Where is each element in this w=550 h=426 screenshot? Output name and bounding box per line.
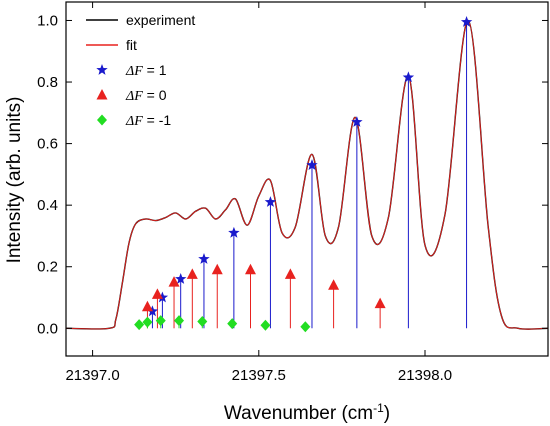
triangle-marker xyxy=(186,268,198,279)
triangle-marker xyxy=(284,268,296,279)
diamond-marker xyxy=(142,316,153,328)
triangle-marker xyxy=(211,263,223,275)
diamond-marker xyxy=(134,319,145,331)
legend-diamond-swatch xyxy=(97,114,107,126)
diamond-marker xyxy=(300,321,311,333)
stick-lines xyxy=(138,22,468,329)
x-tick-label: 21398.0 xyxy=(398,367,452,384)
diamond-marker xyxy=(174,315,185,327)
x-axis-label: Wavenumber (cm-1) xyxy=(224,401,390,424)
star-marker xyxy=(306,159,318,170)
star-marker xyxy=(264,196,277,207)
legend-label: ΔF = 0 xyxy=(125,87,167,104)
star-marker xyxy=(402,71,415,83)
transition-markers xyxy=(134,16,473,333)
legend-triangle-swatch xyxy=(96,89,108,100)
star-marker xyxy=(156,291,169,303)
star-marker xyxy=(228,226,240,238)
legend-label: ΔF = 1 xyxy=(125,62,167,79)
plot-frame xyxy=(65,1,549,357)
spectrum-curves xyxy=(65,19,549,330)
x-tick-label: 21397.5 xyxy=(232,367,286,384)
legend-label: ΔF = -1 xyxy=(125,112,171,129)
y-tick-label: 0.8 xyxy=(37,74,58,91)
triangle-marker xyxy=(141,300,153,312)
diamond-marker xyxy=(197,316,208,328)
axis-ticks: 21397.0 21397.5 21398.0 0.0 0.2 0.4 0.6 0.8 1.0 xyxy=(37,2,548,384)
y-tick-label: 0.0 xyxy=(37,320,58,337)
y-axis-label: Intensity (arb. units) xyxy=(4,97,25,264)
y-tick-label: 0.6 xyxy=(37,136,58,153)
y-tick-label: 0.4 xyxy=(37,197,58,214)
diamond-marker xyxy=(260,319,271,331)
legend-label: fit xyxy=(126,37,137,53)
x-tick-label: 21397.0 xyxy=(65,367,119,384)
y-tick-label: 1.0 xyxy=(37,12,58,29)
y-tick-label: 0.2 xyxy=(37,259,58,276)
triangle-marker xyxy=(328,279,340,290)
star-marker xyxy=(175,273,187,284)
legend-label: experiment xyxy=(126,12,195,28)
triangle-marker xyxy=(151,288,163,299)
diamond-marker xyxy=(227,318,238,330)
star-marker xyxy=(460,16,473,27)
fit-curve xyxy=(65,20,549,330)
star-marker xyxy=(351,116,363,127)
triangle-marker xyxy=(168,276,180,287)
triangle-marker xyxy=(374,297,386,309)
star-marker xyxy=(198,253,210,264)
diamond-marker xyxy=(155,315,166,327)
legend-star-swatch xyxy=(96,64,108,75)
triangle-marker xyxy=(244,263,256,275)
legend: experiment fit ΔF = 1 ΔF = 0 ΔF = -1 xyxy=(86,12,195,129)
